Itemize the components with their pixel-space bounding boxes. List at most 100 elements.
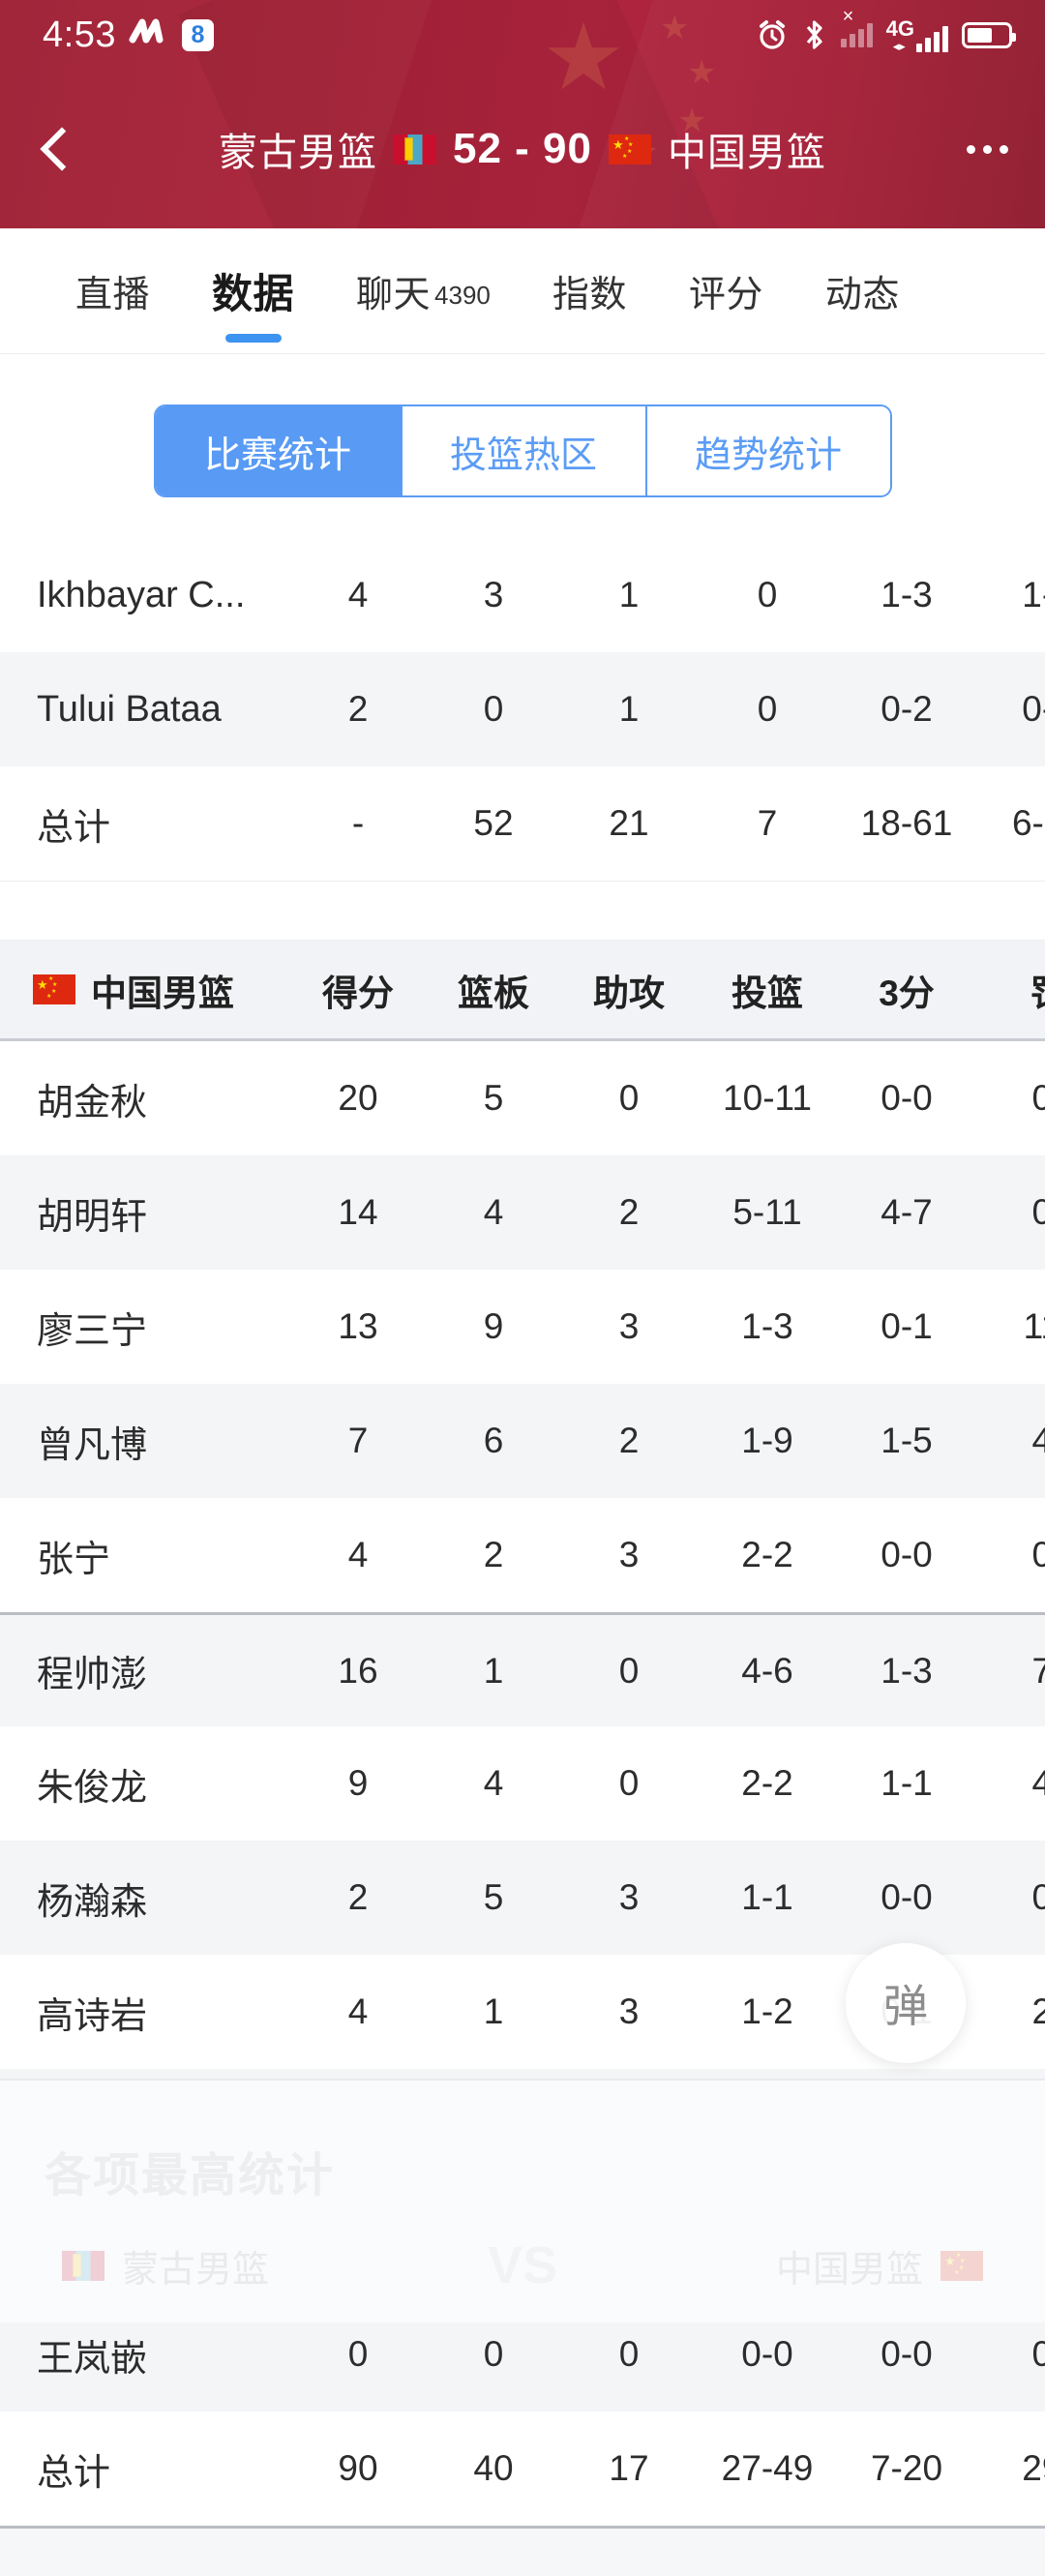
player-fieldgoals: 1-9 <box>741 1421 793 1460</box>
china-flag-icon: ★ ★ ★ ★ ★ <box>608 134 651 165</box>
tab-active-indicator <box>224 333 282 343</box>
player-name: 廖三宁 <box>37 1310 148 1352</box>
back-button[interactable] <box>0 70 116 228</box>
column-header-freethrow: 罚 <box>975 964 1045 1016</box>
section-home-team: 蒙古男篮 <box>62 2239 269 2292</box>
player-threepoint: 1-5 <box>881 1421 933 1460</box>
player-rebounds: 1 <box>483 1650 504 1691</box>
tab-shuju[interactable]: 数据 <box>181 228 325 353</box>
player-assists: 3 <box>618 1992 640 2031</box>
player-rebounds: 3 <box>483 575 504 614</box>
player-points: 2 <box>347 1877 369 1917</box>
chevron-left-icon <box>40 127 84 171</box>
player-rebounds: 5 <box>483 1078 504 1118</box>
column-header-points: 得分 <box>322 973 394 1013</box>
total-fieldgoals: 27-49 <box>721 2448 814 2488</box>
table-total-row: 总计 - 52 21 7 18-61 6-30 <box>0 766 1045 881</box>
player-rebounds: 4 <box>483 1192 504 1232</box>
player-threepoint: 0-1 <box>881 1306 933 1346</box>
player-name: 王岚嵌 <box>37 2338 148 2380</box>
column-header-fieldgoals: 投篮 <box>732 973 803 1013</box>
tab-bar: 直播 数据 聊天 4390 指数 评分 动态 <box>0 228 1045 354</box>
player-points: 20 <box>338 1078 378 1118</box>
table-row[interactable]: 胡明轩 14 4 2 5-11 4-7 0- <box>0 1155 1045 1270</box>
tab-pingfen[interactable]: 评分 <box>658 228 794 353</box>
status-bar-left: 4:53 8 <box>43 15 214 56</box>
player-points: 2 <box>347 689 369 729</box>
player-fieldgoals: 0 <box>757 689 778 729</box>
nav-bar: 蒙古男篮 52 - 90 ★ ★ ★ ★ ★ 中国男篮 <box>0 70 1045 228</box>
segment-shot-chart[interactable]: 投篮热区 <box>400 406 645 495</box>
dot-icon <box>999 144 1008 154</box>
tab-label: 指数 <box>552 275 627 315</box>
more-options-button[interactable] <box>929 70 1045 228</box>
column-header-rebounds: 篮板 <box>458 973 529 1013</box>
battery-icon <box>962 21 1016 48</box>
player-fieldgoals: 5-11 <box>732 1192 802 1232</box>
table-row[interactable]: Tului Bataa 2 0 1 0 0-2 0-0 <box>0 652 1045 766</box>
total-points: 90 <box>338 2448 378 2488</box>
header-score: 52 - 90 <box>453 125 592 172</box>
background-star-icon: ★ <box>660 10 690 46</box>
danmaku-toggle-button[interactable]: 弹 <box>846 1943 966 2063</box>
player-freethrow: 1-2 <box>1022 575 1045 614</box>
table-total-row: 总计 90 40 17 27-49 7-20 29- <box>0 2411 1045 2526</box>
tab-liaotian[interactable]: 聊天 4390 <box>325 228 522 353</box>
player-threepoint: 0-0 <box>881 1877 933 1917</box>
player-freethrow: 7- <box>1031 1650 1045 1691</box>
player-points: 0 <box>347 2334 369 2374</box>
player-rebounds: 2 <box>483 1535 504 1574</box>
table-row[interactable]: 胡金秋 20 5 0 10-11 0-0 0- <box>0 1041 1045 1155</box>
total-label: 总计 <box>37 807 111 849</box>
segment-trend-stats[interactable]: 趋势统计 <box>644 406 890 495</box>
table-bottom-strip <box>0 2526 1045 2576</box>
table-row[interactable]: 杨瀚森 2 5 3 1-1 0-0 0- <box>0 1841 1045 1955</box>
player-points: 4 <box>347 1992 369 2031</box>
background-star-icon: ★ <box>687 54 717 91</box>
total-freethrow: 6-30 <box>1011 803 1045 843</box>
player-rebounds: 6 <box>483 1421 504 1460</box>
segment-match-stats[interactable]: 比赛统计 <box>155 406 401 495</box>
player-threepoint: 0-0 <box>881 1078 933 1118</box>
table-row[interactable]: 曾凡博 7 6 2 1-9 1-5 4- <box>0 1384 1045 1498</box>
table-row[interactable]: 高诗岩 4 1 3 1-2 0-1 2- <box>0 1955 1045 2069</box>
player-rebounds: 9 <box>483 1306 504 1346</box>
player-points: 13 <box>338 1306 378 1346</box>
player-assists: 1 <box>618 689 640 729</box>
player-threepoint: 0-0 <box>881 2334 933 2374</box>
player-name: 程帅澎 <box>37 1655 148 1695</box>
mongolia-stats-table: Ikhbayar C... 4 3 1 0 1-3 1-2 Tului Bata… <box>0 538 1045 881</box>
player-threepoint: 1-1 <box>881 1763 933 1803</box>
mongolia-flag-icon <box>394 134 436 165</box>
team-name-label: 中国男篮 <box>775 2249 923 2291</box>
table-row[interactable]: 程帅澎 16 1 0 4-6 1-3 7- <box>0 1612 1045 1726</box>
player-name: 杨瀚森 <box>37 1881 148 1923</box>
mongolia-flag-icon <box>62 2250 104 2281</box>
table-row[interactable]: 朱俊龙 9 4 0 2-2 1-1 4- <box>0 1726 1045 1841</box>
table-row[interactable]: 廖三宁 13 9 3 1-3 0-1 11- <box>0 1270 1045 1384</box>
table-row[interactable]: Ikhbayar C... 4 3 1 0 1-3 1-2 <box>0 538 1045 652</box>
tab-label: 评分 <box>688 275 763 315</box>
segment-label: 趋势统计 <box>694 434 842 476</box>
player-assists: 2 <box>618 1421 640 1460</box>
dot-icon <box>966 144 975 154</box>
total-label: 总计 <box>37 2452 111 2494</box>
segment-label: 比赛统计 <box>203 434 351 476</box>
table-row[interactable]: 张宁 4 2 3 2-2 0-0 0- <box>0 1498 1045 1612</box>
player-freethrow: 0- <box>1031 1192 1045 1232</box>
tab-zhishu[interactable]: 指数 <box>522 228 658 353</box>
signal-no-service-icon: × <box>840 7 873 47</box>
player-fieldgoals: 0-0 <box>741 2334 793 2374</box>
player-threepoint: 4-7 <box>881 1192 933 1232</box>
tab-dongtai[interactable]: 动态 <box>794 228 931 353</box>
tab-zhibo[interactable]: 直播 <box>45 228 181 353</box>
tab-label: 聊天 <box>356 275 432 315</box>
player-freethrow: 0- <box>1031 1535 1045 1574</box>
4g-signal-icon: 4G ◂▸ <box>886 17 948 52</box>
total-rebounds: 52 <box>473 803 514 843</box>
player-assists: 1 <box>618 575 640 614</box>
dot-icon <box>982 144 992 154</box>
china-flag-icon: ★ ★ ★ ★ ★ <box>33 974 75 1004</box>
team-header: ★ ★ ★ ★ ★ 中国男篮 <box>0 964 290 1016</box>
player-fieldgoals: 10-11 <box>723 1078 812 1118</box>
